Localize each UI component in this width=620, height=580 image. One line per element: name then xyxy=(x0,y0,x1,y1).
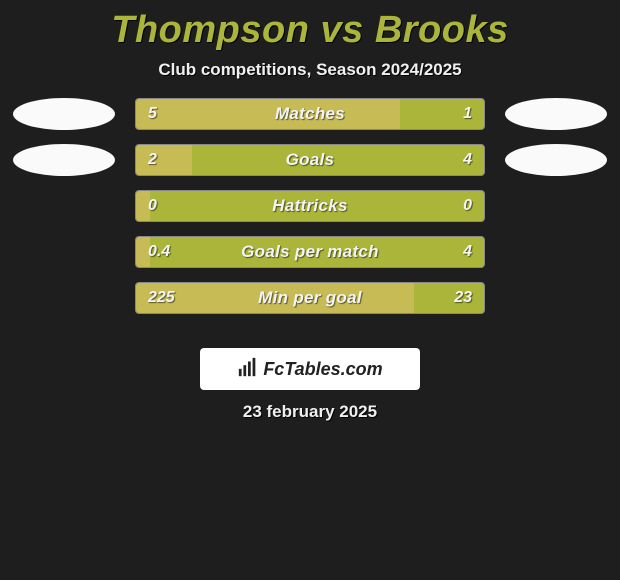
subtitle: Club competitions, Season 2024/2025 xyxy=(0,54,620,98)
stat-bar: 24Goals xyxy=(135,144,485,176)
date-label: 23 february 2025 xyxy=(0,402,620,436)
stat-label: Goals xyxy=(136,145,484,175)
stat-row: 22523Min per goal xyxy=(0,282,620,314)
stat-label: Min per goal xyxy=(136,283,484,313)
stat-row: 51Matches xyxy=(0,98,620,130)
stat-row: 00Hattricks xyxy=(0,190,620,222)
stat-bar: 0.44Goals per match xyxy=(135,236,485,268)
stat-bar: 00Hattricks xyxy=(135,190,485,222)
team-logo-left xyxy=(13,98,115,130)
stat-row: 24Goals xyxy=(0,144,620,176)
stat-row: 0.44Goals per match xyxy=(0,236,620,268)
stat-bar: 22523Min per goal xyxy=(135,282,485,314)
brand-badge[interactable]: FcTables.com xyxy=(200,348,420,390)
stat-label: Matches xyxy=(136,99,484,129)
infographic-container: Thompson vs Brooks Club competitions, Se… xyxy=(0,0,620,436)
team-logo-left xyxy=(13,144,115,176)
brand-text: FcTables.com xyxy=(263,359,382,380)
page-title: Thompson vs Brooks xyxy=(0,5,620,54)
stat-label: Goals per match xyxy=(136,237,484,267)
stat-label: Hattricks xyxy=(136,191,484,221)
bar-chart-icon xyxy=(237,356,259,383)
team-logo-right xyxy=(505,98,607,130)
stats-section: 51Matches 24Goals 00Hattricks 0.44Goals per… xyxy=(0,98,620,342)
team-logo-right xyxy=(505,144,607,176)
stat-bar: 51Matches xyxy=(135,98,485,130)
